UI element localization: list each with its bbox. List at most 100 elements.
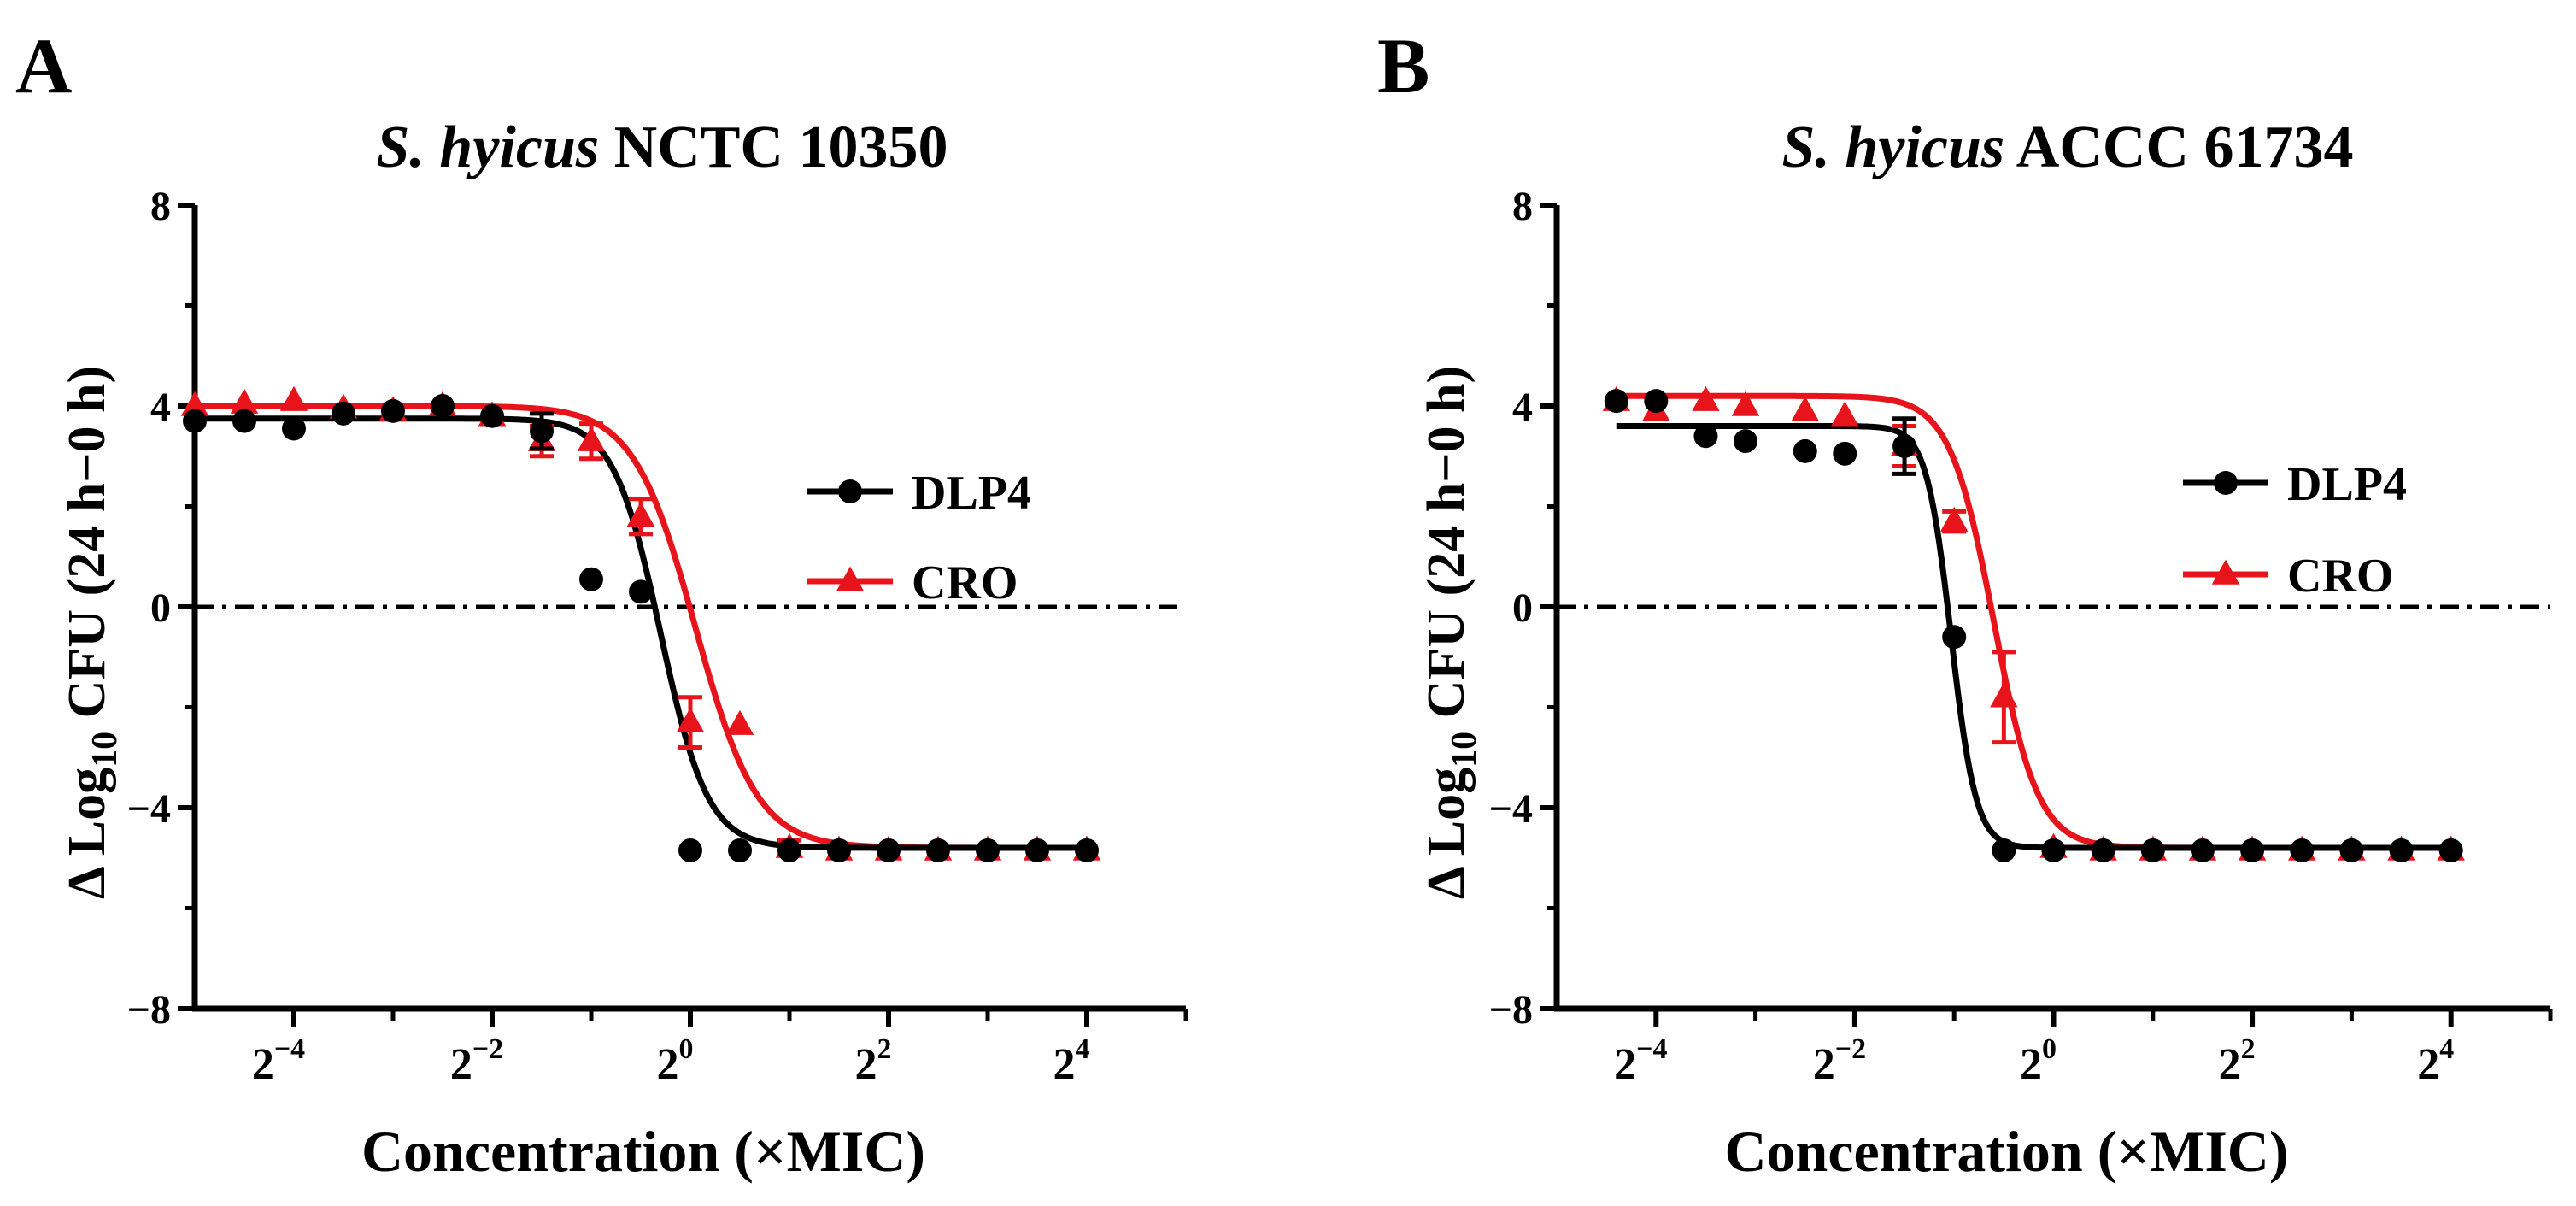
- legend: DLP4 CRO: [807, 467, 1031, 609]
- x-axis-label: Concentration (×MIC): [1724, 1119, 2288, 1184]
- title-strain: NCTC 10350: [599, 115, 948, 180]
- data-point-dlp4: [480, 403, 504, 428]
- x-tick-exponent: 4: [1076, 1033, 1090, 1065]
- y-tick-label: −8: [127, 987, 171, 1032]
- data-point-dlp4: [332, 401, 355, 426]
- title-species: S. hyicus: [377, 115, 600, 180]
- legend-label: CRO: [912, 556, 1018, 609]
- data-point-dlp4: [877, 838, 901, 862]
- data-point-dlp4: [381, 398, 405, 423]
- y-axis-label: Δ Log10 CFU (24 h−0 h): [58, 366, 125, 899]
- panel-letter: B: [1377, 22, 1429, 109]
- y-tick-label: 4: [150, 385, 171, 430]
- data-point-dlp4: [926, 838, 950, 862]
- x-tick-base: 2: [2020, 1040, 2042, 1089]
- legend-marker-triangle: [836, 566, 865, 591]
- data-point-dlp4: [678, 838, 702, 862]
- y-axis-label: Δ Log10 CFU (24 h−0 h): [1417, 366, 1484, 899]
- data-point-dlp4: [579, 567, 603, 591]
- y-tick-label: 0: [150, 585, 171, 631]
- x-tick-label: 2−2: [1813, 1033, 1866, 1089]
- x-tick-exponent: −4: [1636, 1033, 1667, 1065]
- legend: DLP4 CRO: [2183, 458, 2407, 603]
- data-point-cro: [180, 391, 209, 416]
- data-point-dlp4: [183, 409, 207, 433]
- x-tick-exponent: 0: [2042, 1033, 2057, 1065]
- data-point-dlp4: [629, 579, 653, 604]
- x-tick-base: 2: [657, 1040, 679, 1089]
- x-tick-label: 2−4: [252, 1033, 305, 1089]
- data-point-dlp4: [2041, 838, 2066, 862]
- title-strain: ACCC 61734: [2004, 115, 2353, 180]
- data-point-dlp4: [1833, 441, 1857, 466]
- data-point-cro: [725, 709, 754, 735]
- x-tick-label: 20: [2020, 1033, 2057, 1089]
- y-tick-label: −4: [1489, 786, 1533, 832]
- x-tick-base: 2: [855, 1040, 877, 1089]
- y-tick-label: 8: [1512, 184, 1533, 229]
- data-point-dlp4: [1693, 424, 1718, 449]
- y-axis-label-subscript: 10: [85, 732, 125, 768]
- y-tick-label: 4: [1512, 385, 1533, 430]
- data-point-dlp4: [232, 409, 256, 433]
- x-tick-base: 2: [2417, 1040, 2439, 1089]
- data-point-cro: [1990, 682, 2018, 708]
- data-point-dlp4: [1992, 838, 2016, 862]
- data-point-cro: [1791, 396, 1819, 421]
- x-tick-label: 20: [657, 1033, 694, 1089]
- data-point-cro: [676, 707, 705, 732]
- x-tick-exponent: −2: [1835, 1033, 1866, 1065]
- data-point-dlp4: [1075, 838, 1099, 862]
- data-point-dlp4: [1644, 389, 1669, 414]
- y-tick-label: 0: [1512, 585, 1533, 631]
- data-point-dlp4: [976, 838, 1000, 862]
- data-point-dlp4: [1733, 429, 1757, 454]
- x-tick-label: 24: [1053, 1033, 1090, 1089]
- data-point-dlp4: [1793, 438, 1817, 463]
- data-point-dlp4: [1892, 434, 1917, 458]
- series-dlp4: [1604, 389, 2463, 862]
- data-point-dlp4: [1604, 389, 1628, 414]
- y-tick-label: −8: [1489, 987, 1533, 1032]
- y-axis-label-main: Δ Log: [1417, 768, 1476, 899]
- data-point-dlp4: [2339, 838, 2364, 862]
- series-cro: [180, 385, 1101, 861]
- legend-label: CRO: [2287, 550, 2393, 603]
- x-tick-base: 2: [450, 1040, 472, 1089]
- data-point-dlp4: [2140, 838, 2165, 862]
- panel-letter: A: [15, 22, 72, 109]
- x-tick-base: 2: [1813, 1040, 1835, 1089]
- data-point-dlp4: [2438, 838, 2463, 862]
- chart-title: S. hyicus ACCC 61734: [1782, 115, 2354, 180]
- data-point-dlp4: [282, 416, 306, 441]
- legend-marker-circle: [838, 479, 862, 503]
- y-axis-label-rest: CFU (24 h−0 h): [58, 366, 116, 732]
- y-tick-label: 8: [150, 184, 171, 229]
- x-tick-base: 2: [1053, 1040, 1076, 1089]
- x-tick-base: 2: [1614, 1040, 1636, 1089]
- x-tick-exponent: 2: [877, 1033, 892, 1065]
- x-tick-label: 2−4: [1614, 1033, 1667, 1089]
- y-axis-label-subscript: 10: [1445, 732, 1484, 768]
- data-point-dlp4: [2190, 838, 2215, 862]
- data-point-cro: [626, 501, 655, 527]
- y-axis-label-main: Δ Log: [58, 768, 116, 899]
- x-tick-exponent: −2: [472, 1033, 503, 1065]
- data-point-dlp4: [2240, 838, 2265, 862]
- legend-label: DLP4: [2287, 458, 2407, 511]
- x-tick-label: 22: [2219, 1033, 2256, 1089]
- legend-label: DLP4: [912, 467, 1031, 520]
- data-point-dlp4: [1942, 625, 1967, 650]
- x-tick-base: 2: [252, 1040, 274, 1089]
- data-point-cro: [1731, 391, 1760, 416]
- x-axis-label: Concentration (×MIC): [361, 1119, 925, 1184]
- data-point-cro: [1939, 506, 1969, 532]
- x-tick-label: 24: [2417, 1033, 2454, 1089]
- x-tick-exponent: 0: [679, 1033, 694, 1065]
- data-point-dlp4: [2290, 838, 2315, 862]
- data-point-dlp4: [2389, 838, 2414, 862]
- data-point-cro: [279, 385, 308, 411]
